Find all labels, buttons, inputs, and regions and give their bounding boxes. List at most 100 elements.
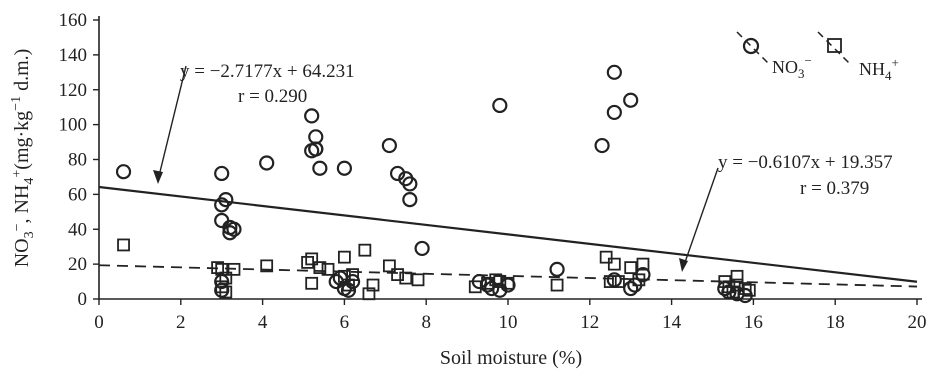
nh4-point — [742, 283, 756, 297]
legend-item-no3: NO3− — [736, 31, 812, 81]
nh4-point — [603, 275, 617, 288]
nh4-point — [550, 278, 564, 292]
nh4-point — [215, 262, 229, 276]
no3-point — [115, 164, 132, 180]
nh4-point — [468, 280, 482, 294]
no3-point — [721, 284, 737, 300]
x-tick-label: 6 — [340, 312, 350, 333]
x-tick-label: 18 — [826, 312, 845, 333]
x-tick-label: 8 — [421, 312, 431, 333]
nh4-point — [636, 257, 650, 271]
y-tick-label: 160 — [59, 10, 88, 31]
legend-nh4-line — [817, 31, 853, 67]
x-tick-label: 4 — [258, 312, 268, 333]
nh4-point — [599, 250, 613, 264]
no3-point — [312, 160, 328, 176]
x-tick-label: 16 — [744, 312, 763, 333]
x-tick-label: 0 — [94, 312, 104, 333]
x-tick-label: 2 — [176, 312, 186, 333]
legend-no3-line — [736, 31, 770, 65]
nh4-point — [501, 276, 515, 290]
nh4-point — [305, 276, 319, 290]
no3-arrow-head — [153, 170, 163, 184]
nh4-point — [607, 257, 621, 271]
nh4-point — [738, 282, 752, 295]
nh4-point — [726, 285, 740, 299]
nh4-point — [260, 259, 274, 273]
no3-point — [623, 280, 639, 297]
no3-point — [308, 141, 324, 157]
no3-fit-r: r = 0.290 — [238, 86, 307, 107]
no3-point — [308, 129, 324, 145]
legend-nh4-marker — [827, 38, 842, 53]
no3-point — [549, 261, 565, 277]
no3-point — [381, 137, 397, 154]
nh4-point — [337, 250, 351, 264]
nh4-point — [337, 269, 351, 283]
no3-fit-annotation: y = −2.7177x + 64.231 r = 0.290 — [153, 61, 355, 184]
y-tick-label: 60 — [68, 184, 87, 205]
nh4-point — [632, 273, 646, 287]
no3-point — [414, 240, 430, 257]
y-tick-label: 140 — [59, 45, 88, 66]
nh4-point — [612, 275, 625, 288]
nh4-point — [362, 287, 376, 301]
no3-point — [402, 176, 418, 192]
legend-no3-label: NO3− — [772, 53, 812, 81]
nh4-annotation-arrow — [682, 167, 719, 269]
y-axis-title: NO3−, NH4+(mg·kg−1 d.m.) — [9, 49, 37, 268]
y-tick-label: 0 — [78, 289, 88, 310]
no3-point — [402, 192, 418, 208]
y-tick-label: 120 — [59, 80, 88, 101]
nh4-point — [730, 278, 744, 292]
nh4-point — [117, 238, 130, 252]
nh4-point — [219, 271, 233, 285]
no3-point — [606, 64, 622, 80]
nh4-point — [399, 271, 413, 285]
y-tick-label: 100 — [59, 115, 88, 136]
nh4-point — [227, 262, 241, 276]
nh4-point — [366, 278, 380, 292]
nh4-point — [211, 261, 225, 275]
x-tick-label: 20 — [908, 312, 927, 333]
nh4-point — [411, 273, 425, 287]
y-tick-label: 20 — [68, 254, 87, 275]
nh4-point — [215, 280, 229, 294]
nh4-point — [493, 275, 507, 288]
nh4-point — [624, 261, 638, 275]
no3-point — [606, 104, 622, 121]
nh4-point — [346, 268, 359, 281]
x-tick-label: 12 — [580, 312, 599, 333]
nh4-point — [382, 259, 396, 273]
legend-item-nh4: NH4+ — [817, 31, 899, 83]
no3-point — [492, 97, 508, 114]
nh4-fit-equation: y = −0.6107x + 19.357 — [718, 152, 893, 173]
data-points — [115, 64, 756, 304]
no3-point — [222, 225, 238, 241]
nh4-regression-line — [98, 264, 918, 288]
no3-point — [623, 92, 639, 108]
nh4-point — [730, 269, 744, 283]
x-axis-title: Soil moisture (%) — [440, 347, 582, 369]
legend-no3-marker — [742, 37, 760, 55]
legend: NO3− NH4+ — [736, 31, 899, 83]
x-tick-label: 10 — [499, 312, 518, 333]
y-tick-label: 80 — [68, 150, 87, 171]
no3-point — [226, 221, 242, 237]
no3-point — [340, 282, 357, 298]
nh4-arrow-head — [679, 258, 688, 272]
nh4-point — [489, 273, 503, 287]
no3-point — [259, 155, 275, 171]
no3-point — [214, 197, 230, 213]
nh4-point — [481, 276, 494, 290]
no3-regression-line — [98, 185, 918, 283]
no3-point — [304, 108, 320, 124]
y-tick-label: 40 — [68, 219, 87, 240]
no3-annotation-arrow — [157, 65, 187, 181]
nh4-point — [358, 243, 372, 257]
no3-point — [336, 160, 352, 176]
legend-nh4-label: NH4+ — [859, 55, 899, 83]
nh4-point — [391, 268, 404, 281]
axis-ticks: 0 2 4 6 8 10 12 14 16 18 20 0 20 40 60 80 100 120 140 160 — [59, 10, 927, 333]
